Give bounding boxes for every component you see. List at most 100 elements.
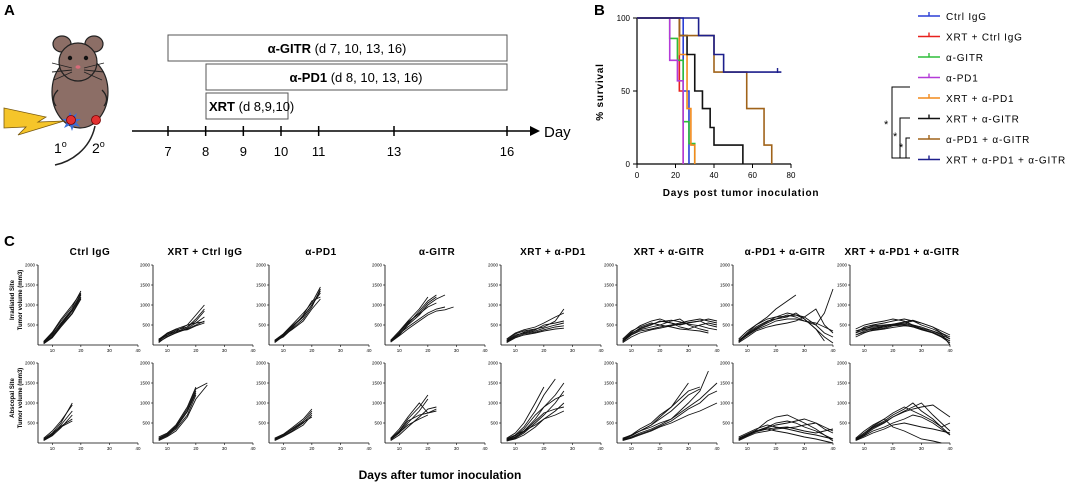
legend-label: Ctrl IgG (946, 12, 987, 23)
timeline-day-label: 11 (312, 144, 326, 159)
tumor-curve (158, 321, 205, 340)
tumor-curve (274, 416, 313, 440)
tumor-curve (158, 390, 197, 440)
mini-y-tick-label: 1000 (25, 401, 36, 406)
mini-x-tick-label: 10 (397, 446, 403, 451)
mini-x-tick-label: 20 (773, 446, 779, 451)
mini-y-tick-label: 1000 (837, 401, 848, 406)
tumor-curve (738, 414, 834, 442)
mouse-left-eye (67, 55, 73, 61)
tumor-curve (855, 402, 951, 441)
mini-x-tick-label: 20 (309, 348, 315, 353)
tumor-growth-x-label: Days after tumor inoculation (359, 468, 522, 482)
mini-x-tick-label: 10 (745, 348, 751, 353)
tumor-curve (738, 308, 834, 342)
mini-y-tick-label: 500 (606, 421, 614, 426)
tumor-curve (506, 308, 565, 341)
mini-y-tick-label: 1000 (604, 303, 615, 308)
mini-y-tick-label: 2000 (720, 263, 731, 268)
tumor-curve (274, 286, 321, 341)
legend-label: XRT + α-PD1 (946, 94, 1014, 105)
mini-y-tick-label: 1000 (720, 401, 731, 406)
tumor-curve (43, 414, 73, 441)
mini-y-tick-label: 500 (374, 323, 382, 328)
mini-y-tick-label: 1500 (720, 283, 731, 288)
tumor-curve (390, 306, 454, 343)
tumor-curve (506, 406, 565, 441)
mini-x-tick-label: 30 (570, 348, 576, 353)
tumor-curve (390, 410, 437, 440)
primary-site-label: 1o (54, 139, 67, 156)
mini-x-tick-label: 10 (862, 446, 868, 451)
mini-y-tick-label: 1500 (720, 381, 731, 386)
panel-b: B 0 50 100 0 20 40 60 80 % survival Days post t… (594, 2, 1066, 199)
mini-x-tick-label: 10 (165, 446, 171, 451)
mini-y-tick-label: 1000 (140, 303, 151, 308)
tumor-curve (506, 312, 565, 340)
mini-y-tick-label: 1500 (372, 283, 383, 288)
tumor-curve (274, 298, 321, 342)
mini-x-tick-label: 40 (482, 446, 488, 451)
timeline-day-label: 13 (387, 144, 401, 159)
tumor-curve (738, 318, 834, 342)
pd1-bar-label: α-PD1 (d 8, 10, 13, 16) (289, 70, 422, 85)
tumor-curve (622, 370, 709, 441)
mini-y-tick-label: 1500 (837, 381, 848, 386)
mini-y-tick-label: 1000 (837, 303, 848, 308)
survival-x-label: Days post tumor inoculation (663, 188, 820, 199)
mini-y-tick-label: 1500 (256, 283, 267, 288)
mini-x-tick-label: 10 (50, 446, 56, 451)
mini-y-tick-label: 1500 (140, 381, 151, 386)
mini-x-tick-label: 30 (338, 348, 344, 353)
gitr-bar-label: α-GITR (d 7, 10, 13, 16) (268, 41, 407, 56)
abscopal-plot-6: 500 1000 1500 2000 10 20 30 40 (604, 361, 720, 452)
tumor-curve (43, 298, 82, 345)
tumor-curve (43, 402, 73, 440)
mini-x-tick-label: 30 (107, 446, 113, 451)
tumor-curve (158, 386, 197, 438)
tumor-curve (506, 410, 565, 442)
mini-x-tick-label: 40 (830, 446, 836, 451)
tumor-curve (506, 320, 565, 342)
mini-x-tick-label: 40 (598, 348, 604, 353)
mini-x-tick-label: 20 (193, 446, 199, 451)
legend-label: XRT + α-PD1 + α-GITR (946, 156, 1066, 167)
mini-y-tick-label: 1000 (256, 401, 267, 406)
survival-line-pd1 (637, 17, 685, 164)
survival-y-label: % survival (595, 63, 606, 120)
mini-x-tick-label: 30 (338, 446, 344, 451)
mini-y-tick-label: 2000 (372, 263, 383, 268)
mini-y-tick-label: 500 (490, 421, 498, 426)
gitr-bar (167, 34, 508, 62)
survival-y-tick-label: 100 (617, 14, 631, 23)
mini-y-tick-label: 2000 (25, 263, 36, 268)
mini-x-tick-label: 40 (135, 348, 141, 353)
legend-label: XRT + α-GITR (946, 115, 1020, 126)
significance-brackets: *** (884, 86, 910, 159)
tumor-curve (855, 402, 951, 440)
tumor-curve (158, 392, 197, 440)
mini-y-tick-label: 500 (490, 323, 498, 328)
mini-x-tick-label: 30 (222, 446, 228, 451)
lightning-bolt-icon (3, 107, 65, 136)
mini-x-tick-label: 40 (714, 348, 720, 353)
tumor-curve (506, 325, 564, 343)
mini-y-tick-label: 1500 (140, 283, 151, 288)
mini-x-tick-label: 40 (714, 446, 720, 451)
tumor-curve (738, 424, 834, 440)
tumor-curve (622, 319, 718, 342)
mini-y-tick-label: 1500 (488, 381, 499, 386)
mouse-tail (54, 125, 96, 166)
abscopal-plot-8: 500 1000 1500 2000 10 20 30 40 (837, 361, 953, 452)
tumor-curve (506, 386, 545, 439)
survival-y-tick-label: 0 (626, 160, 631, 169)
treatment-timeline: α-GITR (d 7, 10, 13, 16) α-PD1 (d 8, 10,… (132, 34, 571, 159)
abscopal-plot-4: 500 1000 1500 2000 10 20 30 40 (372, 361, 488, 452)
mini-y-tick-label: 1500 (488, 283, 499, 288)
group-title: XRT + α-PD1 + α-GITR (844, 247, 959, 258)
mini-x-tick-label: 30 (802, 446, 808, 451)
mini-x-tick-label: 10 (165, 348, 171, 353)
tumor-curve (390, 394, 429, 440)
group-title: α-GITR (419, 247, 456, 258)
mini-x-tick-label: 10 (745, 446, 751, 451)
